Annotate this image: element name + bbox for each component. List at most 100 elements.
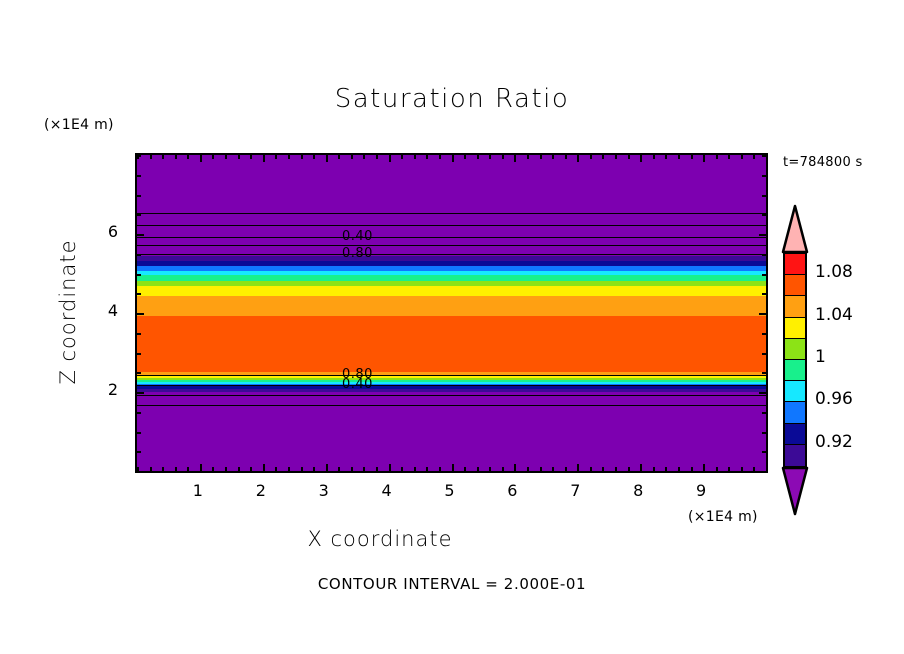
axis-tick (728, 155, 731, 159)
axis-tick (766, 467, 768, 471)
axis-tick (715, 155, 718, 159)
axis-tick (715, 467, 718, 471)
contour-band (137, 286, 766, 297)
contour-lines-layer: 0.40 0.80 0.80 0.40 (137, 155, 766, 471)
axis-tick (690, 155, 693, 159)
axis-tick (762, 451, 766, 454)
axis-tick (526, 155, 529, 159)
contour-line-label: 0.40 (342, 376, 373, 392)
axis-tick (363, 155, 366, 159)
colorbar-segment (785, 423, 805, 445)
colorbar: 1.08 1.04 1 0.96 0.92 (781, 204, 853, 516)
axis-tick (577, 155, 580, 162)
contour-band (137, 155, 766, 257)
colorbar-segment (785, 338, 805, 360)
contour-band (137, 379, 766, 382)
axis-tick (640, 155, 643, 162)
contour-band (137, 260, 766, 266)
axis-tick (514, 464, 517, 471)
axis-tick (350, 155, 353, 159)
colorbar-segment (785, 296, 805, 318)
axis-tick (677, 467, 680, 471)
contour-bands-layer (137, 155, 766, 471)
axis-tick (476, 467, 479, 471)
axis-tick (762, 253, 766, 256)
axis-tick (451, 464, 454, 471)
axis-tick (762, 471, 766, 473)
x-tick-label: 4 (381, 481, 392, 500)
colorbar-label: 1.04 (815, 304, 853, 325)
axis-tick (665, 467, 668, 471)
x-tick-label: 3 (318, 481, 329, 500)
axis-tick (137, 234, 144, 236)
axis-tick (162, 467, 165, 471)
axis-tick (212, 155, 215, 159)
contour-band (137, 381, 766, 385)
page-title: Saturation Ratio (334, 84, 570, 114)
contour-line-label: 0.40 (342, 229, 373, 245)
colorbar-label: 1.08 (815, 262, 853, 283)
axis-tick (137, 174, 141, 177)
x-tick-label: 9 (696, 481, 707, 500)
contour-line (137, 395, 766, 397)
axis-tick (539, 467, 542, 471)
axis-tick (753, 467, 756, 471)
axis-ticks-layer (137, 155, 766, 471)
contour-band (137, 271, 766, 276)
axis-tick (287, 155, 290, 159)
contour-line-label: 0.80 (342, 245, 373, 261)
contour-band (137, 388, 766, 392)
axis-tick (652, 155, 655, 159)
axis-tick (602, 467, 605, 471)
y-axis-unit-label: (×1E4 m) (44, 117, 114, 133)
axis-tick (137, 194, 141, 197)
axis-tick (762, 372, 766, 375)
axis-tick (589, 467, 592, 471)
axis-tick (640, 464, 643, 471)
colorbar-segment (785, 444, 805, 466)
axis-tick (137, 431, 141, 434)
axis-tick (174, 467, 177, 471)
axis-tick (740, 467, 743, 471)
contour-band (137, 392, 766, 471)
axis-tick (413, 155, 416, 159)
axis-tick (250, 155, 253, 159)
axis-tick (615, 467, 618, 471)
axis-tick (476, 155, 479, 159)
axis-tick (464, 467, 467, 471)
axis-tick (762, 332, 766, 335)
axis-tick (627, 155, 630, 159)
contour-band (137, 275, 766, 282)
axis-tick (489, 155, 492, 159)
axis-tick (564, 155, 567, 159)
axis-tick (401, 467, 404, 471)
axis-tick (137, 214, 141, 217)
colorbar-high-arrow-icon (781, 204, 809, 254)
timestamp-label: t=784800 s (783, 155, 863, 170)
axis-tick (149, 467, 152, 471)
axis-tick (137, 392, 144, 394)
contour-line (137, 384, 766, 386)
axis-tick (766, 155, 768, 159)
colorbar-segment (785, 275, 805, 297)
axis-tick (137, 293, 141, 296)
axis-tick (615, 155, 618, 159)
y-tick-label: 6 (107, 222, 118, 241)
colorbar-segment (785, 381, 805, 403)
contour-line (137, 237, 766, 239)
axis-tick (665, 155, 668, 159)
contour-band (137, 265, 766, 272)
axis-tick (438, 467, 441, 471)
axis-tick (363, 467, 366, 471)
axis-tick (137, 155, 139, 159)
axis-tick (325, 155, 328, 162)
contour-plot-area: 0.40 0.80 0.80 0.40 (135, 153, 768, 473)
axis-tick (438, 155, 441, 159)
axis-tick (325, 464, 328, 471)
x-tick-label: 7 (570, 481, 581, 500)
axis-tick (287, 467, 290, 471)
axis-tick (250, 467, 253, 471)
axis-tick (137, 372, 141, 375)
contour-band (137, 372, 766, 376)
